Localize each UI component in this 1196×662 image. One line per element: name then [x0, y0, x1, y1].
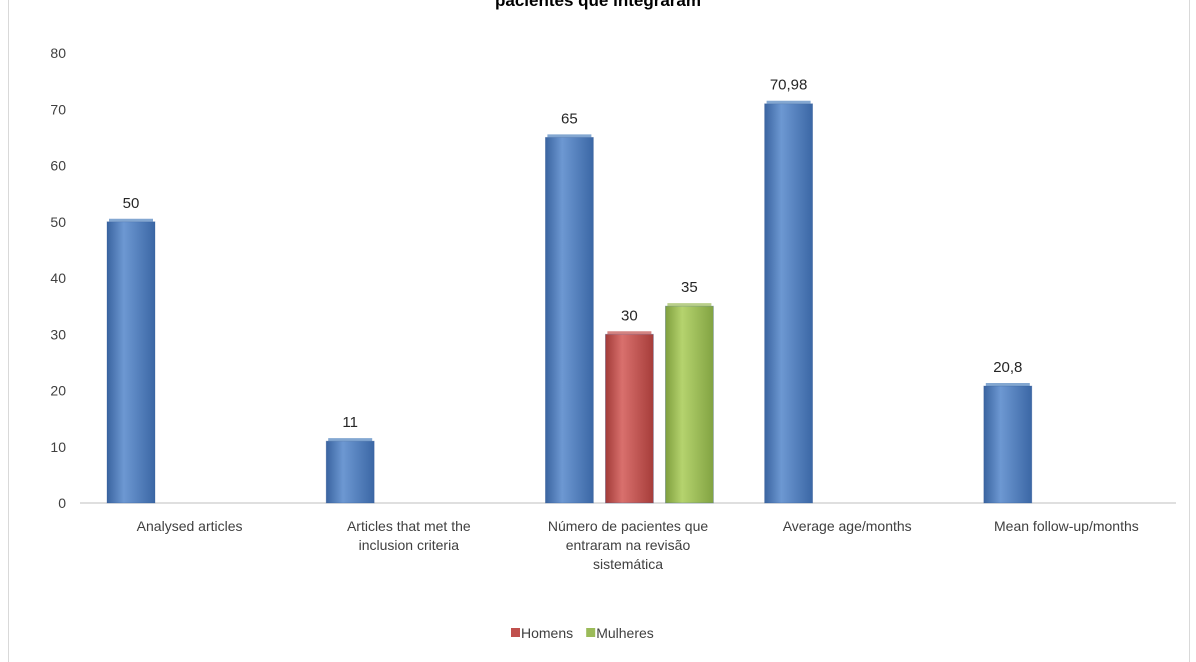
x-tick-label: inclusion criteria [359, 537, 460, 553]
bar-top-bevel [109, 218, 153, 222]
x-tick-label: entraram na revisão [566, 537, 691, 553]
bar [325, 440, 375, 504]
bar-top-bevel [667, 303, 712, 307]
bar-top-bevel [547, 134, 592, 138]
data-labels: 50 11 65 30 35 70,98 20,8 [123, 77, 1023, 431]
x-axis: Analysed articles Articles that met the in… [80, 502, 1176, 572]
x-tick-label: Articles that met the [347, 518, 471, 534]
legend-swatch [511, 628, 520, 637]
data-label: 50 [123, 195, 140, 212]
bar [665, 305, 714, 504]
data-label: 20,8 [993, 359, 1022, 376]
data-label: 11 [342, 414, 358, 431]
bar [983, 385, 1033, 504]
bar-top-bevel [607, 331, 652, 335]
legend: Homens Mulheres [511, 625, 654, 641]
bars [106, 100, 1033, 504]
bar-top-bevel [985, 383, 1030, 386]
y-tick-label: 60 [50, 158, 66, 174]
y-tick-label: 0 [58, 495, 66, 511]
y-tick-label: 40 [50, 270, 66, 286]
data-label: 65 [561, 110, 578, 127]
x-tick-label: Analysed articles [137, 518, 243, 534]
bar [106, 221, 156, 504]
legend-label: Homens [521, 625, 573, 641]
x-tick-label: Número de pacientes que [548, 518, 709, 534]
bar [764, 103, 813, 504]
x-tick-label: Average age/months [783, 518, 912, 534]
x-tick-label: sistemática [593, 556, 663, 572]
bar-top-bevel [328, 438, 373, 442]
bar [545, 136, 594, 504]
y-tick-label: 10 [50, 439, 66, 455]
chart-title-fragment: pacientes que integraram [495, 0, 701, 10]
legend-swatch [586, 628, 596, 637]
y-tick-label: 80 [50, 45, 66, 61]
y-tick-label: 50 [50, 214, 66, 230]
chart-frame [8, 0, 1190, 662]
x-tick-label: Mean follow-up/months [994, 518, 1139, 534]
bar-top-bevel [766, 100, 811, 104]
data-label: 70,98 [770, 77, 808, 94]
data-label: 30 [621, 307, 638, 324]
y-axis: 0 10 20 30 40 50 60 70 80 [50, 45, 66, 511]
legend-label: Mulheres [596, 625, 654, 641]
data-label: 35 [681, 279, 698, 296]
y-tick-label: 30 [50, 326, 66, 342]
bar [605, 333, 654, 504]
y-tick-label: 20 [50, 383, 66, 399]
y-tick-label: 70 [50, 101, 66, 117]
